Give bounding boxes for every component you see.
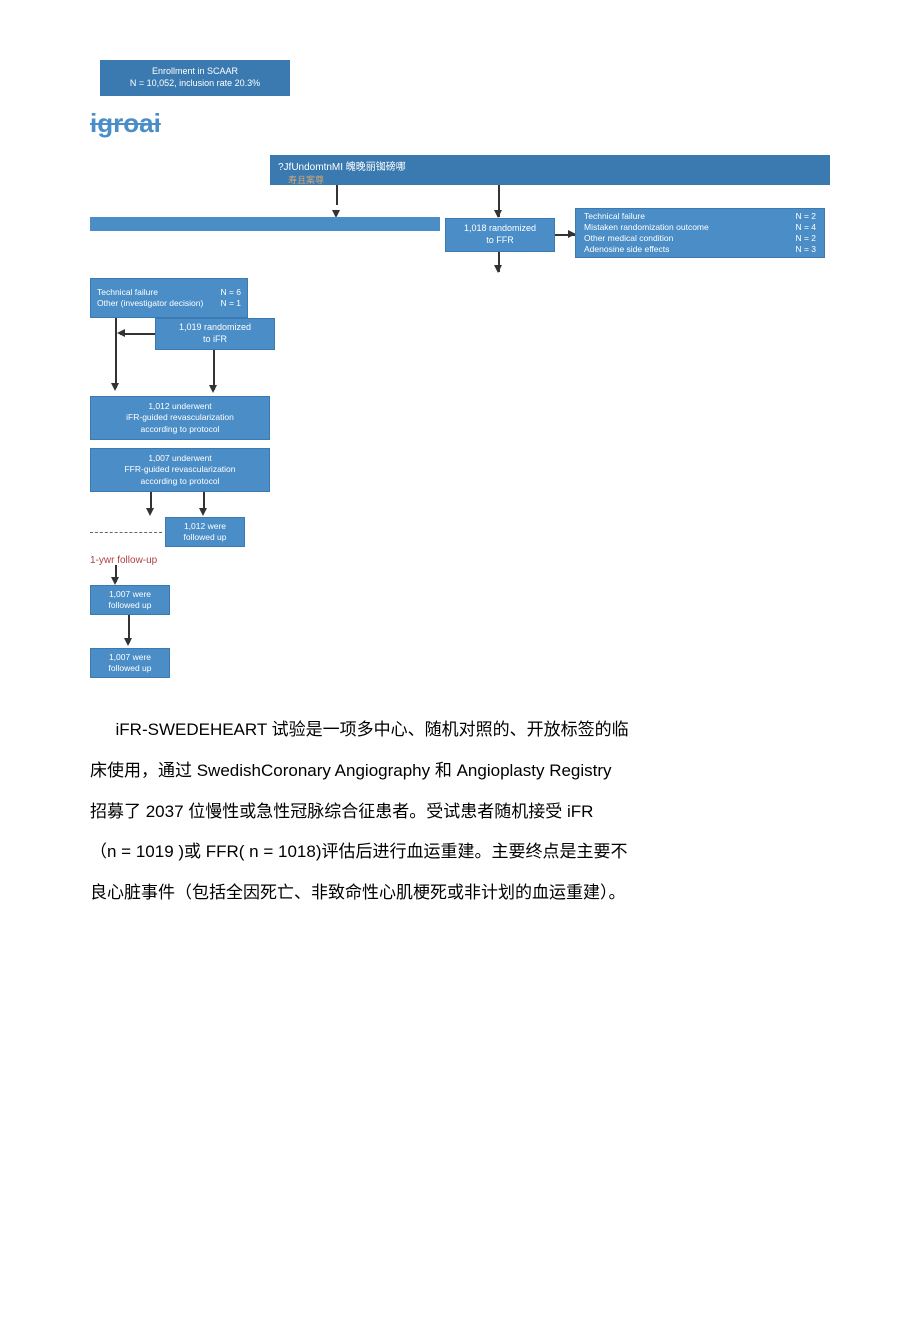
- paragraph: （n = 1019 )或 FFR( n = 1018)评估后进行血运重建。主要终…: [90, 832, 830, 873]
- arrow-icon: [146, 508, 154, 516]
- excl-n: N = 1: [220, 298, 241, 309]
- followed-text: 1,007 werefollowed up: [108, 652, 151, 674]
- enrollment-text: Enrollment in SCAARN = 10,052, inclusion…: [130, 66, 260, 89]
- arrow-icon: [199, 508, 207, 516]
- ffr-randomized-text: 1,018 randomizedto FFR: [464, 223, 536, 246]
- paragraph: iFR-SWEDEHEART 试验是一项多中心、随机对照的、开放标签的临: [90, 710, 830, 751]
- dashed-connector: [90, 532, 162, 533]
- connector: [115, 318, 117, 388]
- ffr-exclusions-box: Technical failure N = 2 Mistaken randomiz…: [575, 208, 825, 258]
- connector: [213, 350, 215, 390]
- ifr-exclusions-box: Technical failure N = 6 Other (investigat…: [90, 278, 248, 318]
- excl-label: Other medical condition: [584, 233, 673, 244]
- ifr-randomized-text: 1,019 randomizedto iFR: [179, 322, 251, 345]
- ffr-randomized-box: 1,018 randomizedto FFR: [445, 218, 555, 252]
- ifr-randomized-box: 1,019 randomizedto iFR: [155, 318, 275, 350]
- excl-n: N = 2: [795, 211, 816, 222]
- ffr-guided-text: 1,007 underwentFFR-guided revascularizat…: [124, 453, 235, 486]
- followup-label: 1-ywr follow-up: [90, 555, 157, 566]
- followed-1007b-box: 1,007 werefollowed up: [90, 648, 170, 678]
- body-text: iFR-SWEDEHEART 试验是一项多中心、随机对照的、开放标签的临 床使用…: [90, 710, 830, 914]
- followed-text: 1,007 werefollowed up: [108, 589, 151, 611]
- arrow-icon: [111, 383, 119, 391]
- wide-bar-sub: 寿且案尊: [288, 175, 324, 185]
- excl-label: Mistaken randomization outcome: [584, 222, 709, 233]
- ifr-guided-text: 1,012 underwentiFR-guided revascularizat…: [126, 401, 234, 434]
- arrow-icon: [494, 265, 502, 273]
- enrollment-box: Enrollment in SCAARN = 10,052, inclusion…: [100, 60, 290, 96]
- arrow-icon: [209, 385, 217, 393]
- ifr-guided-box: 1,012 underwentiFR-guided revascularizat…: [90, 396, 270, 440]
- followed-1007a-box: 1,007 werefollowed up: [90, 585, 170, 615]
- arrow-icon: [494, 210, 502, 218]
- excl-label: Other (investigator decision): [97, 298, 203, 309]
- excl-n: N = 2: [795, 233, 816, 244]
- paragraph: 床使用，通过 SwedishCoronary Angiography 和 Ang…: [90, 751, 830, 792]
- arrow-icon: [124, 638, 132, 646]
- ffr-guided-box: 1,007 underwentFFR-guided revascularizat…: [90, 448, 270, 492]
- excl-label: Technical failure: [97, 287, 158, 298]
- excl-n: N = 3: [795, 244, 816, 255]
- followed-1012-box: 1,012 werefollowed up: [165, 517, 245, 547]
- excl-n: N = 6: [220, 287, 241, 298]
- followed-text: 1,012 werefollowed up: [183, 521, 226, 543]
- crossed-text: igroai: [90, 108, 161, 139]
- connector: [120, 333, 155, 335]
- excl-label: Adenosine side effects: [584, 244, 669, 255]
- excl-label: Technical failure: [584, 211, 645, 222]
- excl-n: N = 4: [795, 222, 816, 233]
- paragraph: 招募了 2037 位慢性或急性冠脉综合征患者。受试患者随机接受 iFR: [90, 792, 830, 833]
- connector: [336, 185, 338, 205]
- arrow-icon: [117, 329, 125, 337]
- consort-flowchart: Enrollment in SCAARN = 10,052, inclusion…: [90, 60, 830, 690]
- arrow-icon: [111, 577, 119, 585]
- paragraph: 良心脏事件（包括全因死亡、非致命性心肌梗死或非计划的血运重建）。: [90, 873, 830, 914]
- gray-bar: [90, 217, 440, 231]
- wide-bar: ?JfUndomtnMI 魄晚丽铷磅哪 寿且案尊: [270, 155, 830, 185]
- wide-bar-main: ?JfUndomtnMI 魄晚丽铷磅哪: [278, 162, 406, 173]
